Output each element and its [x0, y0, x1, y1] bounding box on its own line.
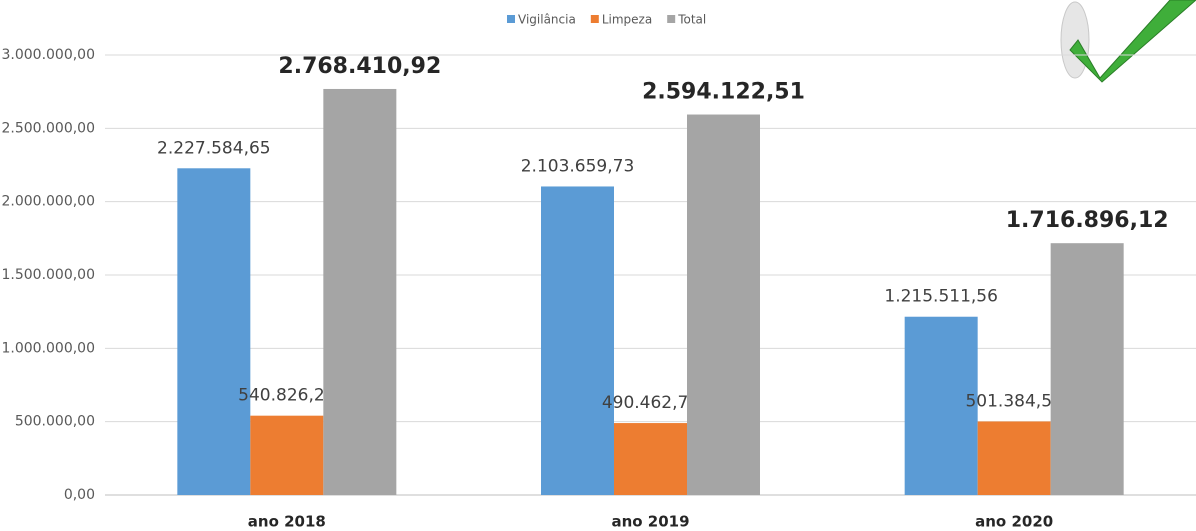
y-tick-label: 3.000.000,00: [1, 47, 95, 63]
data-label: 540.826,27: [238, 386, 335, 406]
bar: [177, 168, 251, 495]
bar: [614, 423, 687, 495]
data-label: 2.227.584,65: [157, 138, 271, 158]
checkmark-icon: [1060, 0, 1196, 83]
y-tick-label: 0,00: [64, 487, 95, 503]
legend-label: Total: [677, 13, 706, 27]
y-tick-label: 2.000.000,00: [1, 194, 95, 210]
data-label: 501.384,56: [965, 391, 1062, 411]
data-label: 2.594.122,51: [642, 80, 805, 105]
data-label: 1.215.511,56: [884, 287, 998, 307]
legend-label: Vigilância: [518, 13, 576, 27]
legend-swatch: [507, 15, 515, 23]
data-label: 490.462,78: [602, 393, 699, 413]
y-tick-label: 500.000,00: [15, 414, 95, 430]
x-tick-label: ano 2018: [248, 513, 326, 531]
bar: [977, 421, 1051, 495]
y-tick-label: 2.500.000,00: [1, 120, 95, 136]
data-label: 2.768.410,92: [278, 54, 441, 79]
legend-swatch: [667, 15, 676, 23]
x-tick-label: ano 2019: [611, 513, 689, 531]
bar: [541, 186, 614, 495]
legend-swatch: [590, 15, 599, 23]
data-label: 1.716.896,12: [1006, 208, 1169, 233]
bar: [1050, 243, 1124, 495]
bar: [904, 316, 978, 495]
legend-label: Limpeza: [602, 13, 652, 27]
y-tick-label: 1.000.000,00: [1, 340, 95, 356]
data-label: 2.103.659,73: [521, 156, 635, 176]
bar: [687, 114, 760, 496]
bar: [323, 88, 397, 495]
x-tick-label: ano 2020: [975, 513, 1053, 531]
y-tick-label: 1.500.000,00: [1, 267, 95, 283]
bar: [250, 415, 324, 495]
